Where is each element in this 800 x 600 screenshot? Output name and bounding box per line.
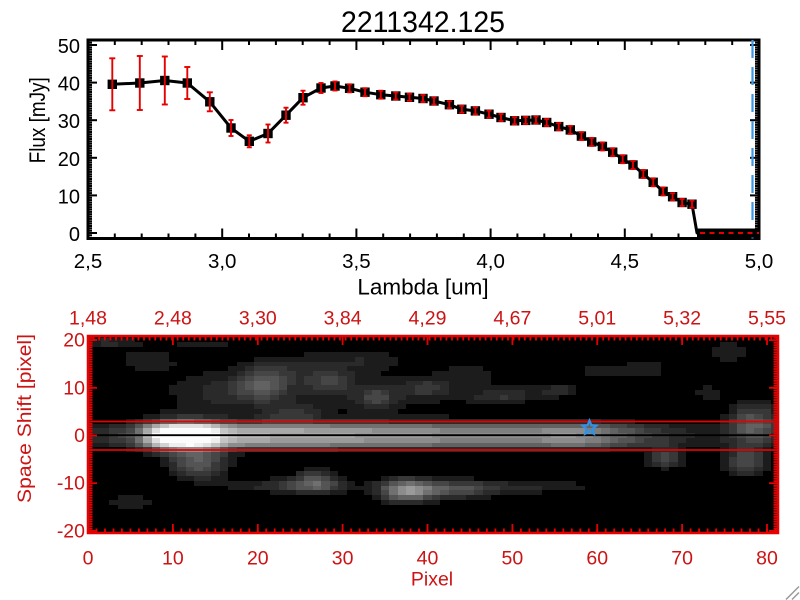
svg-text:40: 40 [417,548,439,570]
svg-text:4,29: 4,29 [409,308,447,330]
svg-text:30: 30 [332,548,354,570]
svg-text:3,84: 3,84 [324,308,362,330]
svg-text:60: 60 [586,548,608,570]
svg-text:4,67: 4,67 [493,308,531,330]
svg-text:-10: -10 [57,473,85,495]
svg-text:Lambda [um]: Lambda [um] [357,275,488,300]
svg-text:70: 70 [671,548,693,570]
svg-text:1,48: 1,48 [69,308,107,330]
svg-text:10: 10 [58,186,80,208]
svg-text:2211342.125: 2211342.125 [341,6,505,39]
svg-text:3,0: 3,0 [208,250,237,273]
svg-text:20: 20 [58,149,80,171]
svg-text:4,5: 4,5 [611,250,640,273]
svg-text:3,5: 3,5 [342,250,371,273]
svg-text:80: 80 [756,548,778,570]
svg-text:20: 20 [247,548,269,570]
svg-text:Space Shift [pixel]: Space Shift [pixel] [14,334,36,503]
svg-text:3,30: 3,30 [239,308,277,330]
svg-text:40: 40 [58,74,80,96]
svg-text:10: 10 [63,377,85,399]
svg-text:5,55: 5,55 [748,308,786,330]
svg-text:2,5: 2,5 [74,250,103,273]
svg-text:Flux [mJy]: Flux [mJy] [25,77,50,163]
svg-text:5,32: 5,32 [663,308,701,330]
svg-text:0: 0 [69,224,80,246]
svg-text:20: 20 [63,330,85,352]
svg-text:0: 0 [74,425,85,447]
svg-text:-20: -20 [57,520,85,542]
svg-text:50: 50 [502,548,524,570]
svg-text:30: 30 [58,111,80,133]
svg-text:10: 10 [162,548,184,570]
svg-text:Pixel: Pixel [411,569,453,591]
svg-text:0: 0 [83,548,94,570]
svg-text:50: 50 [58,36,80,58]
svg-text:5,0: 5,0 [745,250,774,273]
svg-text:4,0: 4,0 [476,250,505,273]
svg-text:5,01: 5,01 [578,308,616,330]
svg-text:2,48: 2,48 [154,308,192,330]
